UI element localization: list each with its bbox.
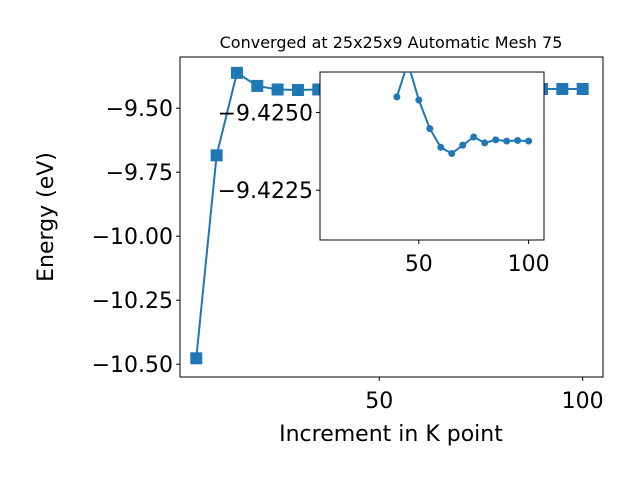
main-x-tick-label: 50 bbox=[365, 389, 393, 414]
main-series bbox=[190, 66, 589, 365]
main-y-tick-label: −9.75 bbox=[106, 161, 173, 186]
inset-data-point bbox=[448, 150, 456, 158]
inset-data-point bbox=[426, 125, 434, 133]
main-y-tick-label: −10.50 bbox=[92, 353, 173, 378]
main-data-point bbox=[291, 84, 304, 97]
inset-data-point bbox=[393, 93, 401, 101]
main-data-point bbox=[556, 83, 569, 95]
inset-data-point bbox=[437, 143, 445, 151]
main-data-point bbox=[210, 149, 223, 162]
inset-x-tick-label: 50 bbox=[405, 252, 433, 277]
inset-plot-area: 50 100 −9.4250 −9.4225 bbox=[218, 71, 550, 277]
inset-data-point bbox=[470, 133, 478, 141]
inset-y-tick-label: −9.4225 bbox=[218, 179, 313, 204]
inset-data-point bbox=[514, 136, 522, 144]
inset-data-point bbox=[415, 96, 423, 104]
x-axis-label: Increment in K point bbox=[279, 422, 503, 447]
inset-frame bbox=[319, 71, 545, 241]
inset-y-tick-label: −9.4250 bbox=[218, 101, 313, 126]
main-x-tick-label: 100 bbox=[562, 389, 604, 414]
main-y-tick-label: −10.25 bbox=[92, 289, 173, 314]
main-data-point bbox=[576, 83, 589, 95]
main-y-tick-label: −10.00 bbox=[92, 225, 173, 250]
main-data-point bbox=[190, 352, 203, 365]
main-y-tick-label: −9.50 bbox=[106, 97, 173, 122]
main-series-line bbox=[195, 71, 583, 359]
main-data-point bbox=[271, 83, 284, 96]
inset-data-point bbox=[503, 137, 511, 145]
inset-data-point bbox=[525, 137, 533, 145]
y-axis-label: Energy (eV) bbox=[34, 152, 59, 282]
inset-data-point bbox=[481, 139, 489, 147]
inset-x-tick-label: 100 bbox=[508, 252, 550, 277]
main-data-point bbox=[251, 79, 264, 92]
chart-title: Converged at 25x25x9 Automatic Mesh 75 bbox=[220, 33, 563, 52]
inset-data-point bbox=[492, 136, 500, 144]
inset-data-point bbox=[459, 141, 467, 149]
inset-series bbox=[393, 72, 533, 158]
main-data-point bbox=[230, 66, 243, 79]
